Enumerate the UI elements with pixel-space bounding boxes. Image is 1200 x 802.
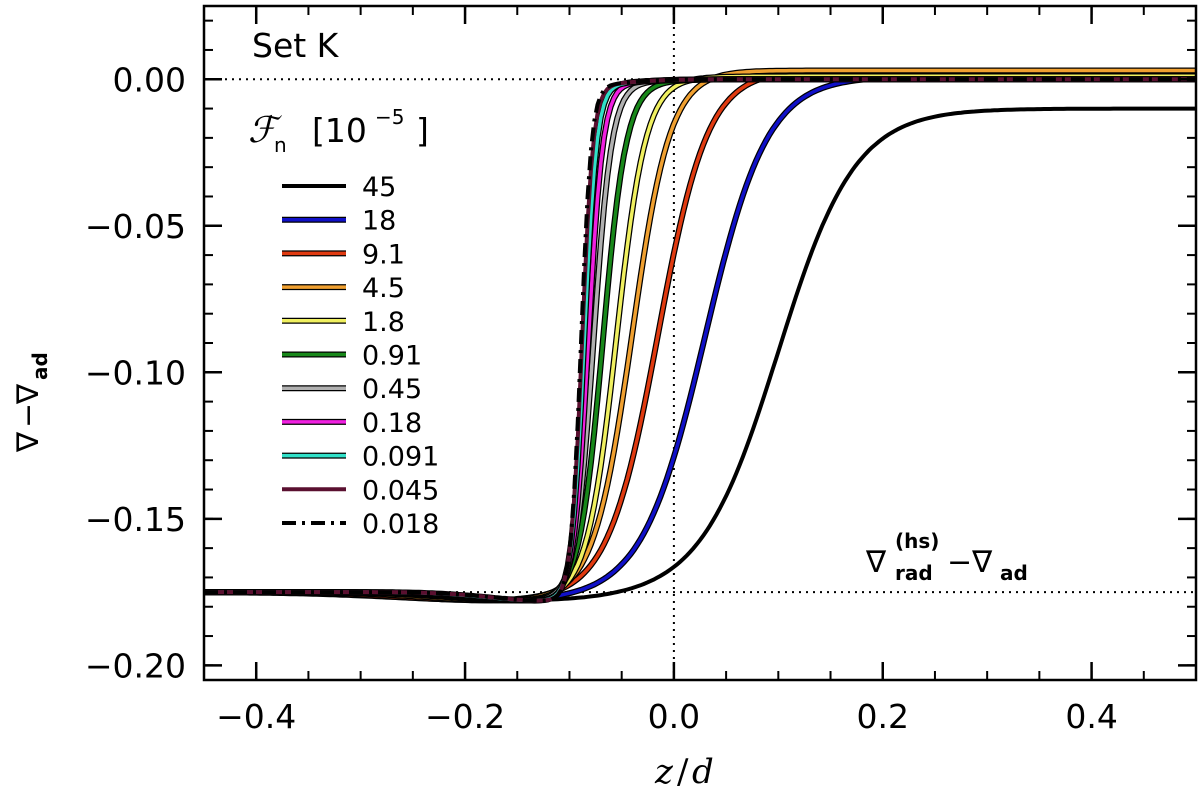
x-axis-title-slash: /	[677, 752, 689, 792]
legend-title-exp: −5	[375, 105, 404, 129]
legend-label-0.091: 0.091	[362, 442, 439, 473]
legend-label-0.018: 0.018	[362, 509, 439, 540]
y-axis-title-nabla2: ∇	[11, 383, 46, 405]
legend-label-1.8: 1.8	[362, 307, 405, 338]
legend-title-close: ]	[416, 111, 429, 150]
legend-label-4.5: 4.5	[362, 273, 405, 304]
x-tick-label: 0.0	[648, 697, 700, 736]
y-tick-label: −0.05	[85, 207, 186, 246]
series-layer	[204, 67, 1196, 604]
y-axis-title-sub: ad	[28, 352, 52, 380]
axis-ticks: −0.4 −0.2 0.0 0.2 0.4 0.00 −0.05 −0.10 −0.15 −0.2…	[85, 6, 1197, 736]
legend-label-18: 18	[362, 206, 396, 237]
legend-title-unit: [10	[312, 111, 367, 150]
y-tick-label: −0.20	[85, 646, 186, 685]
x-tick-label: −0.4	[216, 697, 296, 736]
annotation-radiative-gradient: ∇ (hs) rad −∇ ad	[865, 529, 1028, 585]
legend-label-45: 45	[362, 172, 396, 203]
legend-label-0.91: 0.91	[362, 341, 422, 372]
x-tick-label: −0.2	[425, 697, 505, 736]
annotation-nabla: ∇	[865, 545, 887, 580]
panel-label: Set K	[252, 26, 340, 65]
y-axis-title-minus: −	[11, 403, 46, 428]
y-tick-label: −0.15	[85, 500, 186, 539]
annotation-sup: (hs)	[895, 529, 939, 553]
x-axis-title-d: d	[692, 752, 714, 792]
series-line-0.018	[204, 77, 1196, 603]
annotation-rest-sub: ad	[1000, 561, 1028, 585]
legend-title-sub: n	[274, 133, 287, 157]
annotation-sub: rad	[895, 561, 933, 585]
y-axis-title: ∇ − ∇ ad	[11, 352, 52, 453]
y-tick-label: 0.00	[113, 60, 186, 99]
legend-label-9.1: 9.1	[362, 239, 405, 270]
x-axis-title-z: z	[654, 752, 674, 792]
y-axis-title-nabla: ∇	[11, 431, 46, 453]
legend-title: ℱ n [10 −5 ]	[248, 105, 429, 157]
legend-label-0.45: 0.45	[362, 374, 422, 405]
legend-label-0.18: 0.18	[362, 408, 422, 439]
x-axis-title: z / d	[654, 752, 714, 792]
y-tick-label: −0.10	[85, 353, 186, 392]
annotation-rest: −∇	[947, 545, 993, 580]
x-tick-label: 0.4	[1065, 697, 1117, 736]
legend-label-0.045: 0.045	[362, 475, 439, 506]
x-tick-label: 0.2	[856, 697, 908, 736]
